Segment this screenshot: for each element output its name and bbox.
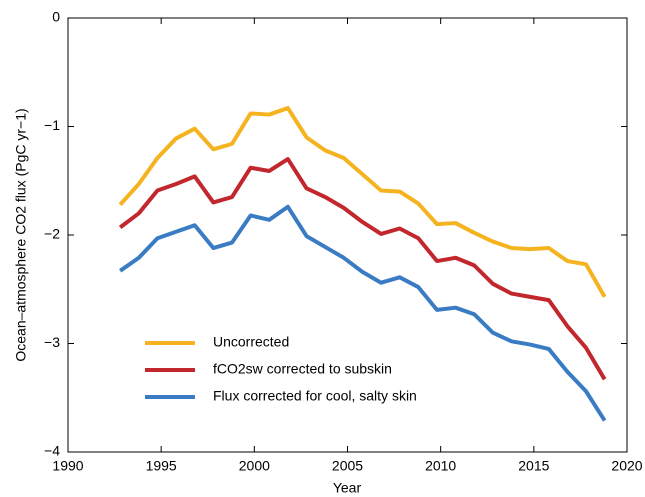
x-tick-label: 2005: [332, 458, 363, 474]
data-line: [118, 106, 607, 298]
y-tick-label: −2: [44, 226, 60, 242]
y-tick-label: −4: [44, 443, 60, 459]
data-line: [119, 204, 607, 422]
x-tick-label: 2010: [425, 458, 456, 474]
legend-label: fCO2sw corrected to subskin: [213, 361, 392, 377]
x-tick-label: 2020: [611, 458, 642, 474]
legend-label: Flux corrected for cool, salty skin: [213, 388, 417, 404]
x-tick-label: 2015: [518, 458, 549, 474]
y-tick-label: 0: [52, 9, 60, 25]
data-line: [118, 157, 607, 381]
legend-label: Uncorrected: [213, 334, 289, 350]
y-tick-label: −1: [44, 117, 60, 133]
x-tick-label: 2000: [239, 458, 270, 474]
x-axis-label: Year: [333, 480, 362, 496]
y-tick-label: −3: [44, 334, 60, 350]
y-axis-label: Ocean–atmosphere CO2 flux (PgC yr−1): [13, 108, 29, 361]
x-tick-label: 1990: [52, 458, 83, 474]
x-tick-label: 1995: [146, 458, 177, 474]
